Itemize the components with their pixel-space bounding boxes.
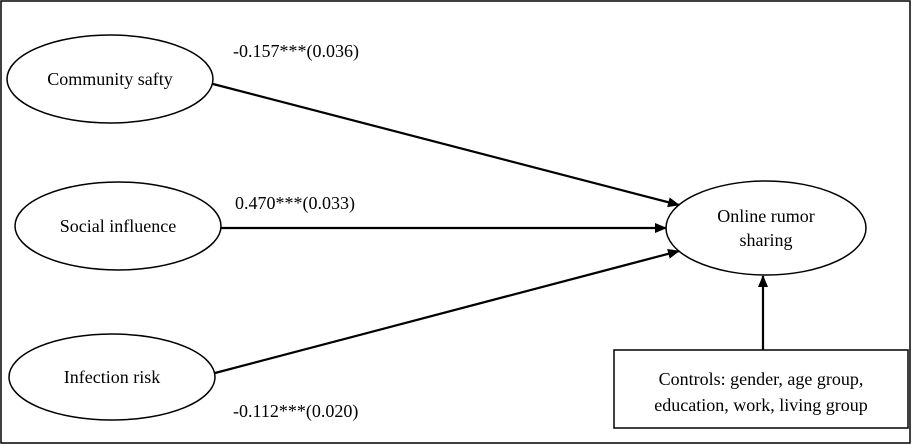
community-safety-to-sharing-arrow bbox=[212, 82, 680, 208]
controls-rect bbox=[613, 349, 909, 429]
social-influence-node: Social influence bbox=[14, 181, 222, 271]
online-rumor-sharing-label-line2: sharing bbox=[740, 230, 793, 250]
online-rumor-sharing-node: Online rumor sharing bbox=[665, 180, 867, 276]
infection-risk-ellipse bbox=[8, 333, 216, 421]
community-safety-node: Community safty bbox=[6, 34, 214, 124]
online-rumor-sharing-ellipse bbox=[665, 180, 867, 276]
controls-label-line1: Controls: gender, age group, bbox=[659, 369, 864, 389]
social-influence-ellipse bbox=[14, 181, 222, 271]
infection-risk-coefficient: -0.112***(0.020) bbox=[233, 401, 358, 422]
controls-box: Controls: gender, age group, education, … bbox=[613, 349, 909, 429]
community-safety-coefficient: -0.157***(0.036) bbox=[233, 41, 359, 62]
community-safety-ellipse bbox=[6, 34, 214, 124]
infection-risk-node: Infection risk bbox=[8, 333, 216, 421]
online-rumor-sharing-label-line1: Online rumor bbox=[717, 206, 814, 226]
social-influence-coefficient: 0.470***(0.033) bbox=[235, 193, 355, 214]
social-influence-label: Social influence bbox=[60, 216, 176, 236]
community-safety-label: Community safty bbox=[47, 69, 173, 89]
infection-risk-to-sharing-arrow bbox=[214, 248, 680, 375]
infection-risk-label: Infection risk bbox=[64, 367, 160, 387]
controls-label-line2: education, work, living group bbox=[654, 395, 867, 415]
